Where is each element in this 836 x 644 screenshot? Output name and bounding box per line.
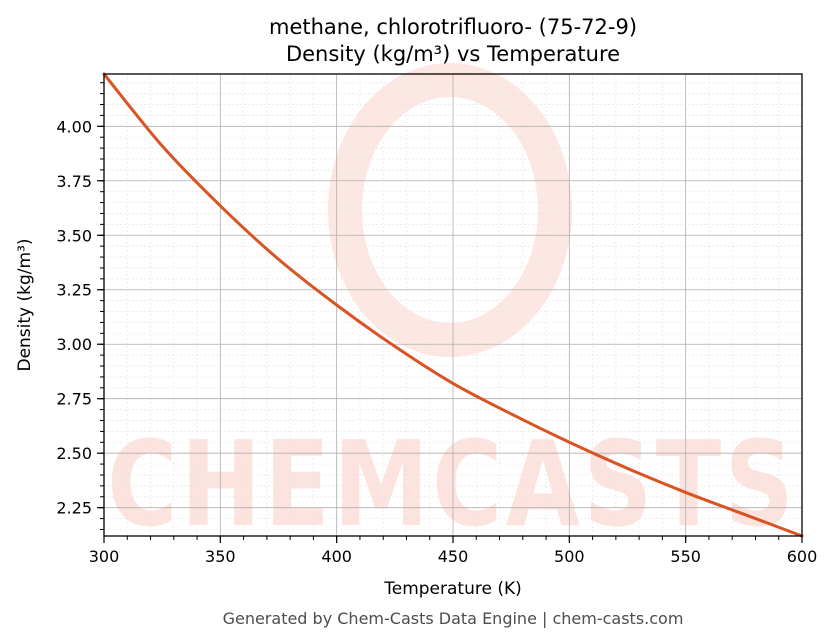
y-axis-label: Density (kg/m³) — [15, 238, 35, 371]
y-tick-label: 2.75 — [56, 390, 92, 409]
y-tick-label: 3.50 — [56, 226, 92, 245]
y-tick-label: 3.25 — [56, 281, 92, 300]
chart-subtitle: Density (kg/m³) vs Temperature — [286, 42, 620, 66]
major-grid — [103, 74, 803, 536]
x-tick-label: 500 — [554, 547, 585, 566]
chemcasts-watermark: CHEMCASTS — [107, 63, 797, 553]
x-axis: 300 350 400 450 500 550 600 — [89, 536, 818, 566]
chart-title: methane, chlorotrifluoro- (75-72-9) — [269, 15, 637, 39]
y-axis: 2.25 2.50 2.75 3.00 3.25 3.50 3.75 4.00 — [56, 82, 104, 530]
x-tick-label: 350 — [205, 547, 236, 566]
y-tick-label: 3.00 — [56, 335, 92, 354]
footer-credit: Generated by Chem-Casts Data Engine | ch… — [223, 609, 684, 628]
y-tick-label: 2.50 — [56, 444, 92, 463]
x-tick-label: 300 — [89, 547, 120, 566]
x-axis-label: Temperature (K) — [383, 579, 522, 599]
x-tick-label: 550 — [670, 547, 701, 566]
x-tick-label: 400 — [321, 547, 352, 566]
y-tick-label: 3.75 — [56, 172, 92, 191]
y-tick-label: 2.25 — [56, 499, 92, 518]
x-tick-label: 600 — [787, 547, 818, 566]
watermark-text: CHEMCASTS — [107, 415, 797, 553]
watermark-swirl — [328, 63, 572, 357]
x-tick-label: 450 — [438, 547, 469, 566]
y-tick-label: 4.00 — [56, 117, 92, 136]
series-line — [102, 72, 804, 538]
